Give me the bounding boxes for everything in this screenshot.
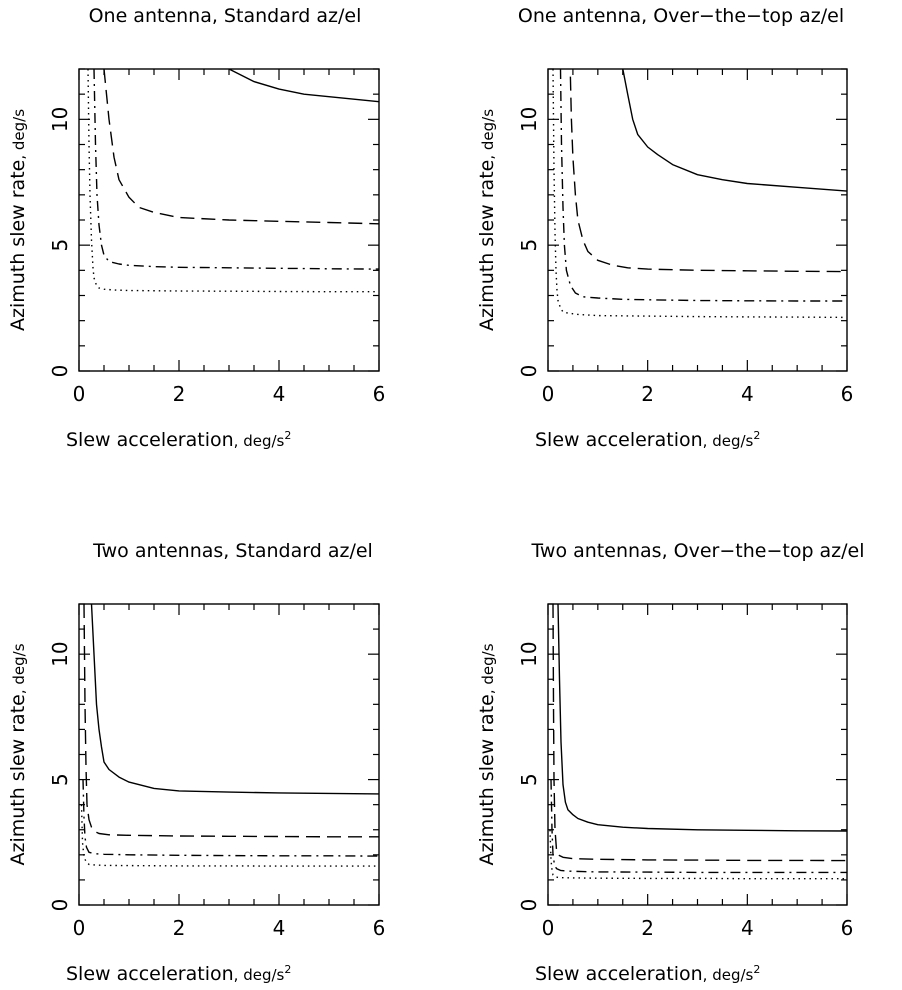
- y-tick-label: 10: [48, 641, 72, 666]
- x-tick-label: 2: [173, 916, 186, 940]
- y-axis-label: Azimuth slew rate, deg/s: [7, 643, 29, 865]
- series-line-solid: [90, 604, 379, 795]
- x-tick-label: 0: [73, 382, 86, 406]
- y-axis-label: Azimuth slew rate, deg/s: [476, 109, 498, 331]
- series-line-dashed: [552, 604, 847, 862]
- x-tick-label: 6: [841, 382, 854, 406]
- y-tick-label: 0: [48, 899, 72, 912]
- x-tick-label: 2: [173, 382, 186, 406]
- y-tick-label: 0: [517, 365, 541, 378]
- x-tick-label: 2: [641, 916, 654, 940]
- y-tick-label: 5: [48, 773, 72, 786]
- chart-panel-1: One antenna, Standard az/el 0 2 4 6 0 5 10 Slew …: [7, 5, 385, 451]
- x-tick-label: 0: [542, 382, 555, 406]
- series-line-dotted: [552, 69, 847, 319]
- y-tick-label: 5: [48, 239, 72, 252]
- y-axis-label: Azimuth slew rate, deg/s: [476, 643, 498, 865]
- series-line-dotted: [549, 829, 847, 880]
- x-axis-label: Slew acceleration, deg/s2: [66, 963, 291, 985]
- x-tick-label: 0: [73, 916, 86, 940]
- chart-panel-2: One antenna, Over−the−top az/el 0 2 4 6 0 5 10 S…: [476, 5, 853, 451]
- x-tick-label: 6: [841, 916, 854, 940]
- y-tick-label: 5: [517, 773, 541, 786]
- x-axis-label: Slew acceleration, deg/s2: [535, 963, 760, 985]
- series-line-dotted: [87, 69, 379, 293]
- x-tick-label: 6: [373, 382, 386, 406]
- y-tick-label: 5: [517, 239, 541, 252]
- y-axis-label: Azimuth slew rate, deg/s: [7, 109, 29, 331]
- y-tick-label: 10: [517, 641, 541, 666]
- series-line-solid: [557, 604, 847, 832]
- x-tick-label: 0: [542, 916, 555, 940]
- series-line-dashed: [83, 604, 379, 838]
- x-axis-label: Slew acceleration, deg/s2: [66, 429, 291, 451]
- chart-title: Two antennas, Standard az/el: [92, 540, 373, 562]
- x-tick-label: 2: [641, 382, 654, 406]
- series-line-solid: [228, 69, 379, 103]
- chart-panel-4: Two antennas, Over−the−top az/el 0 2 4 6 0 5 10…: [476, 540, 865, 985]
- chart-panel-3: Two antennas, Standard az/el 0 2 4 6 0 5 10 Slew…: [7, 540, 385, 985]
- plot-frame: [547, 68, 848, 372]
- y-tick-label: 10: [517, 107, 541, 132]
- series-line-dashdot: [93, 69, 379, 270]
- y-tick-label: 0: [48, 365, 72, 378]
- chart-title: One antenna, Standard az/el: [89, 5, 362, 27]
- series-line-dashdot: [82, 779, 379, 857]
- x-axis-label: Slew acceleration, deg/s2: [535, 429, 760, 451]
- series-line-dashdot: [559, 69, 847, 302]
- series-line-dashed: [103, 69, 379, 225]
- chart-title: Two antennas, Over−the−top az/el: [530, 540, 864, 562]
- x-tick-label: 4: [741, 916, 754, 940]
- plot-frame: [78, 603, 380, 906]
- x-tick-label: 4: [273, 916, 286, 940]
- series-line-solid: [622, 69, 847, 192]
- y-tick-label: 0: [517, 899, 541, 912]
- x-tick-label: 4: [273, 382, 286, 406]
- series-line-dashdot: [550, 779, 847, 874]
- chart-title: One antenna, Over−the−top az/el: [518, 5, 844, 27]
- y-tick-label: 10: [48, 107, 72, 132]
- x-tick-label: 6: [373, 916, 386, 940]
- x-tick-label: 4: [741, 382, 754, 406]
- series-line-dashed: [569, 76, 847, 273]
